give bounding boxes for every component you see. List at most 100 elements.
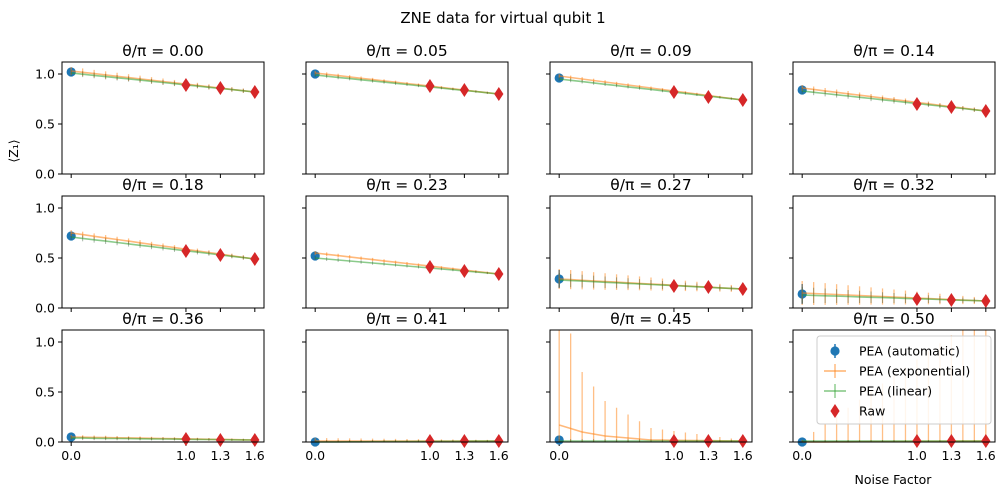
legend-label: Raw [859, 404, 885, 419]
x-tick-label: 1.0 [176, 448, 196, 463]
data-point [669, 279, 679, 293]
panel-1: θ/π = 0.05 [302, 42, 509, 178]
series-raw [425, 260, 504, 281]
data-point [425, 260, 435, 274]
panel-title: θ/π = 0.45 [610, 310, 691, 328]
panel-5: θ/π = 0.23 [302, 176, 509, 312]
data-point [703, 434, 713, 448]
panel-10: θ/π = 0.45 0.0 1.0 1.3 1.6 [546, 310, 753, 463]
series-raw [669, 279, 748, 296]
data-point [181, 432, 191, 446]
y-tick-label: 1.0 [35, 201, 55, 216]
series-raw [425, 434, 504, 448]
series-raw [181, 78, 260, 99]
series-pea-linear [314, 256, 500, 275]
data-point [181, 78, 191, 92]
data-point [425, 434, 435, 448]
y-tick-label: 0.0 [35, 301, 55, 316]
panel-frame [792, 195, 996, 309]
x-tick-label: 1.6 [245, 448, 265, 463]
panel-frame [792, 329, 996, 443]
x-tick-label: 1.0 [420, 448, 440, 463]
series-pea-linear [558, 77, 744, 101]
x-tick-label: 0.0 [549, 448, 569, 463]
panel-frame [61, 61, 265, 175]
x-tick-label: 1.3 [941, 448, 961, 463]
data-point [250, 252, 260, 266]
panel-title: θ/π = 0.14 [853, 42, 934, 60]
data-point [459, 264, 469, 278]
data-point [494, 267, 504, 281]
panel-frame [61, 329, 265, 443]
data-point [912, 97, 922, 111]
y-tick-label: 1.0 [35, 335, 55, 350]
data-point [703, 90, 713, 104]
panel-9: θ/π = 0.41 0.0 1.0 1.3 1.6 [302, 310, 509, 463]
panel-title: θ/π = 0.05 [366, 42, 447, 60]
data-point [669, 85, 679, 99]
panel-7: θ/π = 0.32 [789, 176, 996, 312]
x-tick-label: 0.0 [61, 448, 81, 463]
x-tick-label: 1.3 [698, 448, 718, 463]
data-point [738, 282, 748, 296]
data-point [215, 81, 225, 95]
panel-title: θ/π = 0.32 [853, 176, 934, 194]
data-point [215, 433, 225, 447]
data-point [669, 434, 679, 448]
series-pea-exponential [558, 330, 744, 442]
x-tick-label: 0.0 [305, 448, 325, 463]
data-point [181, 244, 191, 258]
x-tick-label: 1.3 [454, 448, 474, 463]
data-point [250, 85, 260, 99]
series-raw [425, 79, 504, 101]
series-raw [669, 434, 748, 448]
panel-6: θ/π = 0.27 [546, 176, 753, 312]
data-point [946, 434, 956, 448]
legend-marker [830, 404, 840, 418]
data-point [459, 434, 469, 448]
data-point [946, 100, 956, 114]
panel-frame [305, 61, 509, 175]
data-point [946, 293, 956, 307]
panel-frame [305, 195, 509, 309]
data-point [215, 248, 225, 262]
legend-box [816, 335, 992, 425]
y-tick-label: 0.5 [35, 251, 55, 266]
data-point [425, 79, 435, 93]
series-pea-linear [70, 234, 256, 261]
x-axis-label: Noise Factor [855, 472, 933, 487]
series-raw [669, 85, 748, 107]
panel-title: θ/π = 0.09 [610, 42, 691, 60]
y-tick-label: 0.0 [35, 435, 55, 450]
legend-label: PEA (automatic) [859, 344, 960, 359]
x-tick-label: 1.6 [733, 448, 753, 463]
panel-title: θ/π = 0.36 [122, 310, 203, 328]
y-tick-label: 1.0 [35, 67, 55, 82]
panel-frame [61, 195, 265, 309]
panel-frame [549, 61, 753, 175]
panel-3: θ/π = 0.14 [789, 42, 996, 178]
panel-4: θ/π = 0.18 0.0 0.5 1.0 [35, 176, 265, 316]
legend: PEA (automatic) PEA (exponential) PEA (lin… [816, 335, 992, 425]
panel-frame [792, 61, 996, 175]
panel-2: θ/π = 0.09 [546, 42, 753, 178]
legend-label: PEA (exponential) [859, 364, 970, 379]
series-raw [912, 97, 991, 118]
panel-0: θ/π = 0.00 0.0 0.5 1.0 [35, 42, 265, 182]
x-tick-label: 1.0 [907, 448, 927, 463]
panel-title: θ/π = 0.41 [366, 310, 447, 328]
data-point [981, 104, 991, 118]
x-tick-label: 1.3 [210, 448, 230, 463]
data-point [981, 294, 991, 308]
x-tick-label: 1.6 [976, 448, 996, 463]
data-point [494, 87, 504, 101]
legend-item-pea-exponential: PEA (exponential) [824, 364, 970, 379]
x-tick-label: 1.0 [664, 448, 684, 463]
series-raw [912, 292, 991, 308]
data-point [738, 434, 748, 448]
data-point [250, 433, 260, 447]
figure-title: ZNE data for virtual qubit 1 [400, 9, 605, 27]
panel-frame [305, 329, 509, 443]
panel-title: θ/π = 0.00 [122, 42, 203, 60]
